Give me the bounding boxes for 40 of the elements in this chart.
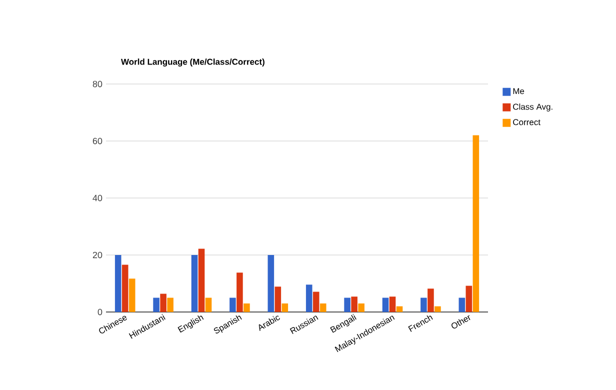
legend-label: Correct (513, 119, 540, 126)
x-tick-label: Other (452, 315, 470, 328)
bar (198, 248, 205, 312)
bar (312, 292, 320, 312)
y-tick-label: 40 (92, 194, 102, 202)
bar (358, 303, 364, 312)
bar (153, 298, 160, 312)
bar (160, 294, 166, 312)
bar (282, 303, 288, 312)
legend-label: Class Avg. (513, 104, 552, 112)
bar (382, 298, 389, 312)
bar (466, 286, 472, 312)
y-tick-label: 0 (98, 308, 102, 316)
bar (458, 298, 466, 312)
bar (320, 303, 326, 312)
legend-label: Me (513, 88, 524, 94)
bar (428, 288, 434, 312)
y-tick-label: 60 (92, 138, 102, 144)
y-tick-label: 20 (92, 252, 102, 258)
bar (268, 255, 274, 312)
bar (434, 306, 441, 312)
bar (230, 298, 236, 312)
bar (351, 296, 358, 312)
bar (244, 303, 250, 312)
bar (344, 298, 350, 312)
bar (306, 284, 312, 312)
bar (472, 135, 480, 312)
bar (205, 298, 212, 312)
bar (191, 255, 198, 312)
bar (389, 296, 396, 312)
y-tick-label: 80 (92, 80, 102, 88)
bar (114, 255, 122, 312)
bar (128, 278, 136, 312)
chart-title: World Language (Me/Class/Correct) (120, 58, 264, 67)
bar (122, 264, 128, 312)
bar (274, 286, 282, 312)
bar (396, 306, 403, 312)
bar (236, 272, 243, 312)
bar (167, 298, 174, 312)
bar (420, 298, 427, 312)
